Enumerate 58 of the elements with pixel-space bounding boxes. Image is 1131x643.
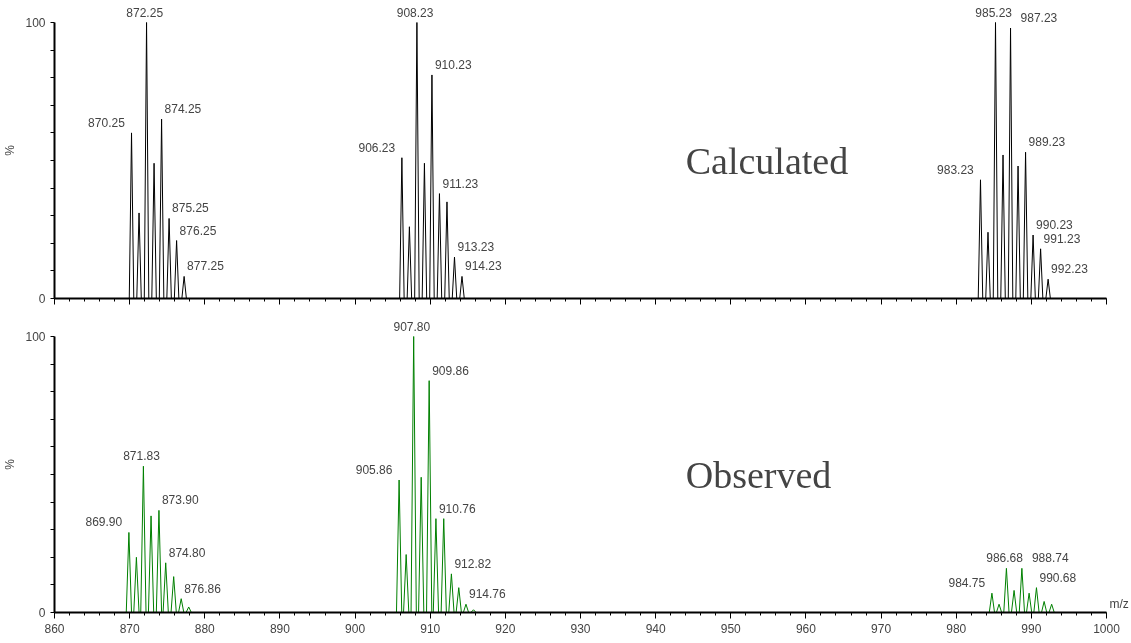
y-axis-title: % [3,144,18,156]
y-tick-label: 100 [25,330,46,344]
annotation: 909.86 [432,363,470,378]
annotation: 984.75 [948,576,986,591]
annotation: 905.86 [355,463,393,478]
annotation: 914.23 [465,259,503,274]
annotation: 875.25 [172,201,210,216]
annotation: 912.82 [454,556,492,571]
annotation: 983.23 [937,162,975,177]
annotation: 990.23 [1036,218,1074,233]
annotation: 987.23 [1020,11,1058,26]
x-tick-label: 900 [345,621,366,636]
annotation: 877.25 [187,259,225,274]
y-axis-title: % [3,458,18,470]
x-tick-label: 860 [44,621,65,636]
x-tick-label: 880 [194,621,216,636]
annotation: 873.90 [161,493,199,508]
x-tick-label: 1000 [1093,621,1121,636]
annotation: 991.23 [1043,231,1081,246]
x-tick-label: 890 [269,621,291,636]
annotation: 914.76 [468,587,507,602]
annotation: 872.25 [126,5,164,20]
y-tick-label: 0 [38,292,46,306]
annotation: 988.74 [1031,551,1069,566]
x-tick-label: 920 [495,621,516,636]
annotation: 876.25 [179,223,217,238]
x-tick-label: 910 [420,621,441,636]
annotation: 985.23 [975,5,1013,20]
x-tick-label: 940 [645,621,666,636]
annotation: 986.68 [986,551,1024,566]
x-tick-label: 980 [946,621,967,636]
x-tick-label: 970 [871,621,892,636]
x-tick-label: 950 [720,621,742,636]
x-tick-label: 960 [795,621,817,636]
annotation: 871.83 [123,449,161,464]
annotation: 876.86 [184,581,222,596]
annotation: 989.23 [1028,135,1066,150]
annotation: 907.80 [393,319,431,334]
annotation: 908.23 [396,5,434,20]
annotation: 990.68 [1039,570,1077,585]
x-tick-label: 930 [570,621,591,636]
text: Observed [685,453,832,496]
annotation: 906.23 [358,140,396,155]
annotation: 874.25 [164,102,202,117]
y-tick-label: 0 [38,606,46,620]
annotation: 911.23 [442,176,479,191]
annotation: 874.80 [168,545,206,560]
x-tick-label: 870 [119,621,140,636]
x-tick-label: 990 [1021,621,1042,636]
annotation: 910.76 [438,501,476,516]
y-tick-label: 100 [25,16,46,30]
annotation: 910.23 [434,57,472,72]
annotation: 869.90 [85,515,123,530]
annotation: 992.23 [1051,262,1089,277]
x-axis-title: m/z [1109,596,1129,611]
text: Calculated [685,139,849,182]
annotation: 913.23 [457,240,495,255]
annotation: 870.25 [88,115,126,130]
